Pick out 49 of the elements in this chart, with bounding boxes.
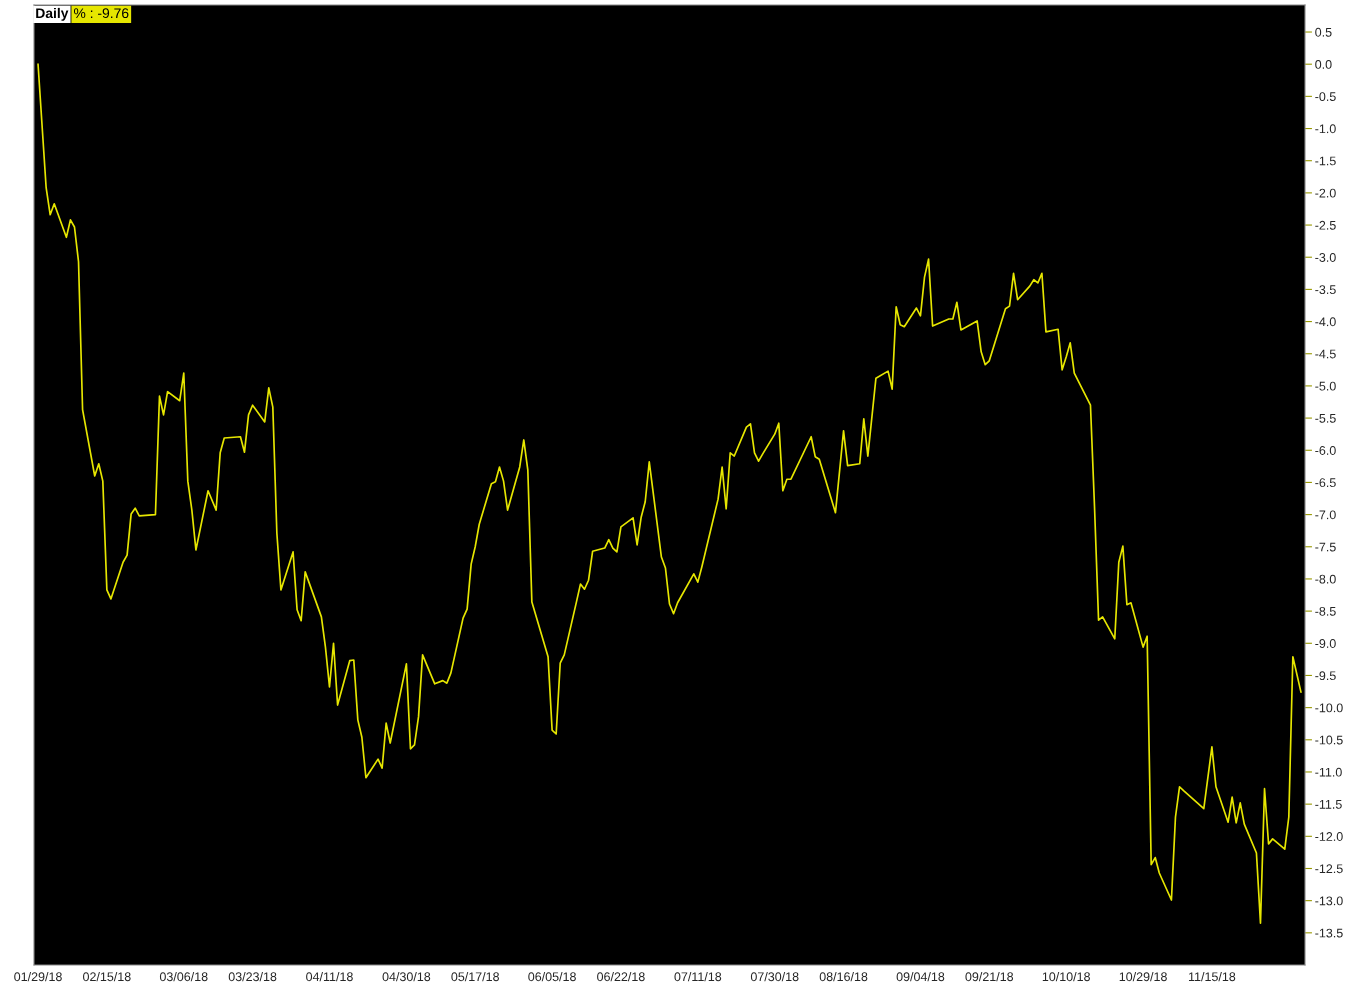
y-tick-label: -5.5 [1315,414,1336,423]
x-tick-label: 08/16/18 [819,971,868,982]
x-tick-label: 07/11/18 [674,971,722,982]
x-tick-label: 10/29/18 [1119,971,1167,982]
y-tick-label: -6.0 [1315,446,1336,455]
y-tick-label: -2.0 [1315,188,1336,198]
y-tick-label: -10.0 [1315,703,1343,713]
y-tick-label: -12.5 [1315,864,1343,874]
y-tick-label: 0.5 [1315,27,1332,37]
y-tick-label: -7.5 [1315,542,1336,552]
x-tick-label: 05/17/18 [451,971,499,982]
y-tick-label: 0.0 [1315,60,1332,69]
y-tick-label: -9.5 [1315,671,1336,681]
x-tick-label: 11/15/18 [1188,971,1236,982]
x-tick-label: 03/23/18 [228,971,277,982]
y-tick-label: -1.0 [1315,124,1336,134]
line-series [37,63,1302,925]
x-tick-label: 02/15/18 [83,971,131,982]
x-tick-label: 09/04/18 [896,971,945,982]
x-tick-label: 07/30/18 [750,971,799,982]
x-tick-label: 09/21/18 [965,971,1014,982]
x-tick-label: 03/06/18 [159,971,208,982]
y-tick-label: -8.0 [1315,574,1336,584]
chart-title: Daily [36,7,69,21]
y-tick-label: -12.0 [1315,832,1343,841]
y-tick-label: -4.5 [1315,349,1336,359]
y-tick-label: -7.0 [1315,510,1336,520]
y-tick-label: -0.5 [1315,92,1336,102]
y-tick-label: -3.0 [1315,253,1336,262]
y-tick-label: -13.5 [1315,928,1343,938]
y-tick-label: -9.0 [1315,639,1336,648]
x-tick-label: 06/22/18 [597,971,645,982]
y-tick-label: -1.5 [1315,156,1336,166]
y-tick-label: -13.0 [1315,896,1343,906]
x-tick-label: 06/05/18 [528,971,576,982]
y-tick-label: -8.5 [1315,606,1336,616]
y-tick-label: -2.5 [1315,220,1336,230]
y-tick-label: -5.0 [1315,381,1336,391]
y-tick-label: -11.5 [1315,800,1342,809]
y-tick-label: -3.5 [1315,285,1336,295]
y-tick-label: -4.0 [1315,317,1336,327]
x-tick-label: 10/10/18 [1042,971,1090,982]
y-tick-label: -10.5 [1315,735,1343,745]
y-tick-label: -11.0 [1315,767,1342,777]
x-tick-label: 01/29/18 [14,971,62,982]
y-tick-label: -6.5 [1315,478,1336,488]
x-tick-label: 04/30/18 [382,971,431,982]
x-tick-label: 04/11/18 [306,971,353,982]
annotation: % : -9.76 [73,8,129,19]
